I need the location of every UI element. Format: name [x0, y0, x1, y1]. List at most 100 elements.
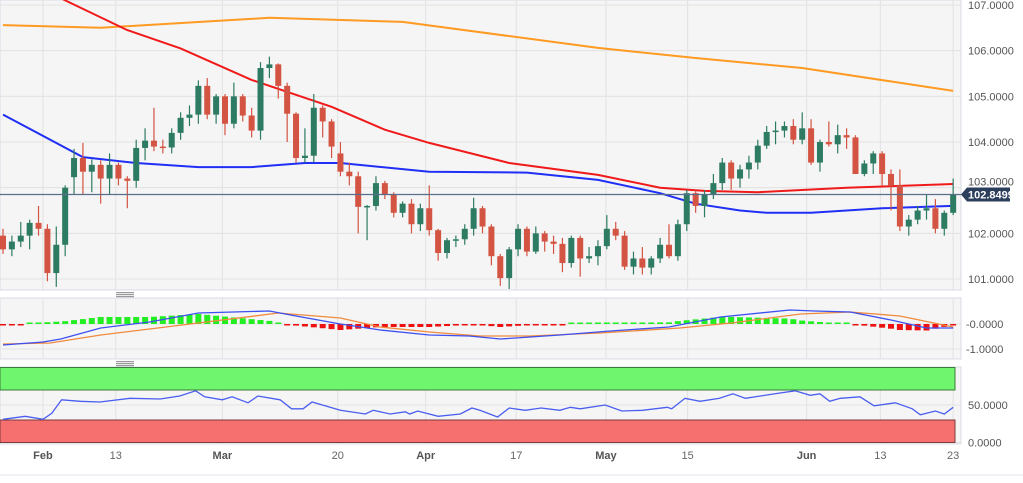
macd-histogram-bar — [710, 317, 717, 324]
candle-body — [230, 96, 237, 124]
candle-body — [808, 128, 815, 163]
candle-body — [355, 176, 362, 207]
macd-histogram-bar — [284, 324, 291, 326]
macd-histogram-bar — [444, 324, 450, 327]
date-tick-label: Mar — [213, 450, 233, 462]
date-tick-label: 17 — [510, 450, 522, 462]
macd-histogram-bar — [888, 324, 894, 329]
macd-histogram-bar — [115, 317, 122, 324]
macd-histogram-bar — [914, 324, 921, 331]
candle-bullish — [515, 224, 522, 257]
candle-body — [479, 208, 486, 227]
candle-body — [550, 241, 557, 244]
candle-body — [444, 240, 450, 253]
candle-bullish — [719, 157, 726, 190]
candle-bullish — [364, 205, 371, 241]
candle-body — [150, 140, 157, 147]
candle-bullish — [941, 210, 948, 236]
candle-body — [159, 146, 166, 149]
macd-line — [2, 309, 954, 346]
candle-bullish — [603, 215, 610, 250]
candle-body — [399, 203, 406, 213]
candle-bullish — [17, 221, 24, 248]
macd-panel-bg — [0, 297, 962, 360]
candle-bearish — [319, 105, 326, 138]
macd-histogram-bar — [168, 315, 175, 324]
macd-histogram-bar — [808, 321, 815, 324]
macd-histogram-bar — [834, 322, 841, 324]
candle-body — [53, 244, 60, 274]
candle-bearish — [328, 119, 335, 158]
macd-histogram-bar — [603, 322, 610, 324]
candle-bearish — [346, 162, 353, 186]
macd-histogram-bar — [461, 324, 468, 326]
rsi-bands — [0, 367, 956, 443]
candle-body — [870, 153, 877, 164]
macd-panel — [0, 309, 957, 346]
candle-bearish — [879, 151, 886, 186]
macd-histogram-bar — [843, 322, 850, 324]
candle-body — [44, 228, 51, 274]
candle-body — [461, 228, 468, 240]
candle-body — [381, 183, 388, 195]
candle-body — [35, 222, 42, 229]
candle-body — [177, 117, 184, 133]
candle-bearish — [479, 205, 486, 234]
price-tick-label: 105.0000 — [968, 91, 1014, 103]
candle-body — [222, 96, 228, 124]
candle-bullish — [195, 80, 202, 124]
candle-body — [799, 128, 806, 140]
candle-bearish — [888, 169, 894, 211]
date-tick-label: 13 — [874, 450, 886, 462]
price-tick-label: 104.0000 — [968, 137, 1014, 149]
candle-body — [26, 222, 33, 236]
price-tick-label: 101.0000 — [968, 274, 1014, 286]
macd-histogram-bar — [230, 317, 237, 324]
candle-body — [133, 147, 140, 181]
candle-body — [115, 164, 122, 179]
candle-bullish — [683, 189, 690, 232]
date-tick-label: 20 — [332, 450, 344, 462]
candle-bullish — [133, 139, 140, 188]
macd-histogram-bar — [426, 324, 433, 327]
candle-body — [950, 194, 957, 213]
candle-body — [888, 173, 894, 186]
macd-histogram-bar — [408, 324, 415, 327]
candle-bullish — [630, 251, 637, 275]
candle-body — [914, 210, 921, 220]
candle-body — [364, 205, 371, 208]
candle-bullish — [568, 235, 575, 268]
candle-bullish — [532, 226, 539, 254]
macd-histogram-bar — [728, 316, 735, 324]
candle-body — [719, 162, 726, 184]
candle-bearish — [0, 228, 6, 254]
candle-bullish — [754, 139, 761, 170]
candle-bullish — [905, 215, 912, 236]
macd-histogram-bar — [532, 324, 539, 326]
candle-body — [435, 230, 442, 253]
candle-body — [204, 85, 211, 115]
candle-bullish — [799, 112, 806, 145]
candle-bearish — [932, 199, 939, 234]
candle-bearish — [44, 224, 51, 282]
panel-resize-handle[interactable] — [116, 361, 134, 367]
macd-histogram-bar — [559, 324, 566, 326]
candle-body — [337, 153, 344, 172]
candle-bearish — [124, 176, 131, 209]
macd-histogram-bar — [932, 324, 939, 329]
macd-histogram-bar — [657, 322, 664, 324]
candle-body — [923, 208, 930, 211]
candle-bullish — [301, 128, 308, 163]
sma100-line — [62, 0, 954, 194]
candle-bearish — [790, 119, 797, 145]
macd-histogram-bar — [97, 317, 104, 324]
candle-bullish — [923, 194, 930, 220]
candle-body — [896, 185, 903, 227]
panel-resize-handle[interactable] — [116, 292, 134, 298]
candle-bullish — [8, 235, 15, 257]
candle-bullish — [26, 219, 33, 250]
candle-body — [594, 246, 601, 257]
macd-histogram-bar — [452, 324, 459, 326]
macd-histogram-bar — [470, 324, 477, 326]
